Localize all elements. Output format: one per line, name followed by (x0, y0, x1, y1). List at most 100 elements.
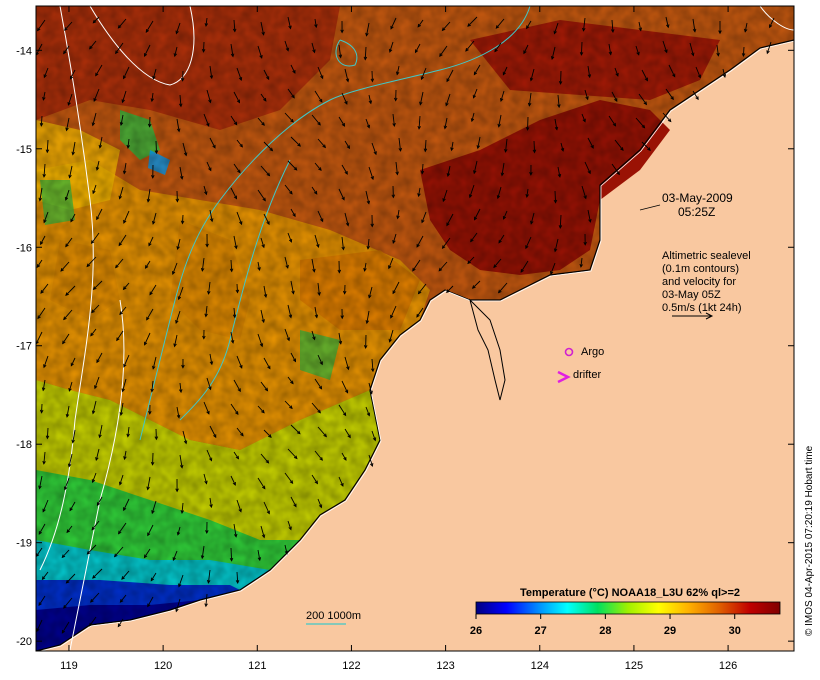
velocity-arrow (233, 163, 241, 173)
velocity-arrow-head (390, 314, 394, 319)
velocity-arrow-head (118, 242, 122, 247)
velocity-arrow (151, 500, 157, 514)
velocity-arrow (287, 448, 298, 459)
velocity-arrow (501, 162, 505, 176)
velocity-arrow-head (317, 292, 321, 297)
velocity-arrow-head (672, 73, 676, 78)
velocity-arrow (37, 19, 46, 31)
velocity-arrow-head (344, 389, 349, 394)
argo-icon (564, 347, 574, 357)
velocity-arrow-head (261, 122, 265, 126)
velocity-arrow-head (122, 286, 127, 291)
velocity-arrow-head (338, 340, 343, 345)
velocity-arrow-head (345, 78, 350, 83)
velocity-arrow (114, 546, 124, 557)
velocity-arrow-head (239, 221, 243, 226)
velocity-arrow-head (113, 553, 118, 558)
velocity-arrow-head (288, 314, 293, 319)
velocity-arrow (233, 523, 237, 537)
velocity-arrow-head (89, 622, 93, 627)
velocity-arrow-head (150, 98, 154, 103)
velocity-arrow-head (525, 245, 529, 250)
velocity-arrow-head (495, 25, 500, 29)
velocity-arrow-head (180, 510, 184, 514)
velocity-arrow-head (450, 147, 454, 152)
velocity-arrow (89, 616, 97, 627)
velocity-arrow-head (388, 48, 393, 53)
velocity-arrow (473, 88, 478, 98)
velocity-arrow-head (341, 246, 345, 251)
velocity-arrow (174, 46, 178, 57)
velocity-arrow-head (146, 316, 150, 321)
velocity-arrow-head (65, 579, 70, 584)
velocity-arrow-head (520, 268, 524, 273)
velocity-arrow-head (341, 122, 346, 127)
velocity-arrow-head (123, 507, 127, 512)
velocity-arrow-head (183, 440, 188, 445)
velocity-arrow-head (181, 364, 185, 369)
velocity-arrow (230, 403, 239, 415)
velocity-arrow-head (42, 460, 46, 465)
velocity-arrow (203, 185, 207, 195)
velocity-arrow (287, 376, 294, 384)
velocity-arrow (260, 525, 265, 538)
velocity-arrow (396, 65, 400, 75)
velocity-arrow-head (366, 412, 371, 417)
velocity-arrow-head (498, 239, 502, 244)
velocity-arrow-head (293, 166, 298, 171)
velocity-arrow (174, 334, 178, 347)
velocity-arrow-head (445, 102, 449, 107)
velocity-arrow (418, 187, 421, 197)
velocity-arrow (494, 42, 502, 52)
velocity-arrow (525, 236, 532, 249)
velocity-arrow-head (443, 125, 448, 130)
velocity-arrow (123, 66, 130, 79)
velocity-arrow-head (319, 98, 323, 103)
velocity-arrow (179, 166, 183, 179)
velocity-arrow (72, 429, 76, 443)
velocity-arrow (205, 305, 208, 317)
velocity-arrow-head (588, 218, 592, 223)
velocity-arrow-head (497, 289, 502, 294)
velocity-arrow (398, 137, 402, 151)
velocity-arrow (147, 596, 154, 607)
velocity-arrow-head (208, 167, 212, 172)
velocity-arrow (287, 304, 292, 318)
velocity-arrow (473, 160, 478, 174)
velocity-arrow-head (180, 220, 185, 225)
velocity-arrow-head (314, 24, 318, 29)
velocity-arrow (233, 19, 236, 32)
velocity-arrow-head (144, 341, 148, 346)
velocity-arrow (209, 209, 213, 222)
velocity-arrow-head (370, 176, 374, 181)
velocity-arrow-head (550, 56, 555, 61)
velocity-arrow-head (473, 71, 478, 76)
velocity-arrow-head (292, 213, 296, 218)
velocity-arrow (42, 571, 49, 580)
velocity-arrow-head (666, 24, 670, 29)
velocity-arrow-head (233, 195, 237, 200)
velocity-arrows (36, 16, 775, 634)
velocity-arrow-head (470, 118, 475, 123)
velocity-arrow-head (69, 75, 74, 80)
velocity-arrow-head (472, 94, 477, 99)
velocity-arrow-head (441, 245, 446, 250)
velocity-arrow-head (391, 194, 396, 199)
velocity-arrow-head (420, 76, 425, 81)
velocity-arrow (201, 545, 205, 559)
velocity-arrow (390, 17, 397, 29)
velocity-arrow-head (96, 502, 101, 507)
velocity-arrow (533, 140, 536, 153)
velocity-arrow-head (766, 50, 770, 55)
velocity-arrow (395, 161, 398, 175)
colorbar-tick-label: 28 (599, 625, 611, 637)
velocity-arrow-head (370, 78, 375, 83)
velocity-arrow-head (152, 365, 156, 370)
velocity-arrow (89, 40, 97, 50)
velocity-arrow (65, 237, 73, 247)
velocity-arrow (119, 474, 124, 485)
velocity-arrow (635, 117, 645, 129)
velocity-arrow (469, 184, 475, 198)
velocity-arrow-head (371, 368, 375, 373)
